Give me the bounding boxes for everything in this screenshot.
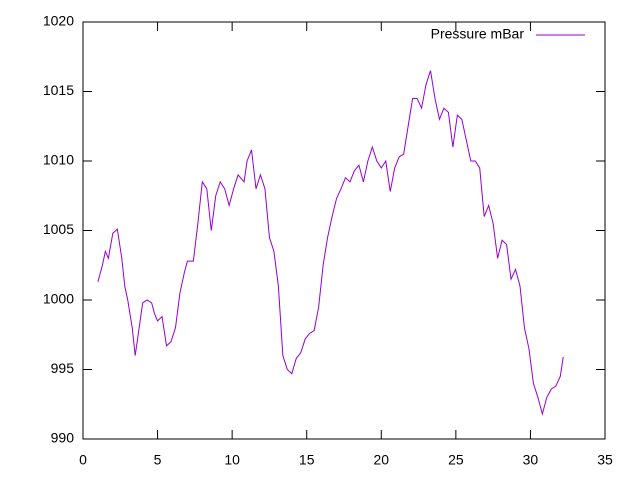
y-tick-label: 1015 [43,82,74,98]
x-tick-label: 5 [154,452,162,468]
x-tick-label: 20 [373,452,389,468]
x-tick-label: 15 [299,452,315,468]
y-tick-label: 1020 [43,13,74,29]
y-tick-label: 1005 [43,221,74,237]
y-tick-label: 990 [51,430,75,446]
x-tick-label: 25 [448,452,464,468]
y-tick-label: 1010 [43,152,74,168]
x-tick-label: 0 [79,452,87,468]
legend-label: Pressure mBar [431,26,525,42]
data-line [97,70,564,416]
x-tick-label: 10 [224,452,240,468]
x-tick-label: 30 [523,452,539,468]
x-tick-label: 35 [597,452,613,468]
y-tick-label: 1000 [43,291,74,307]
y-tick-label: 995 [51,360,75,376]
